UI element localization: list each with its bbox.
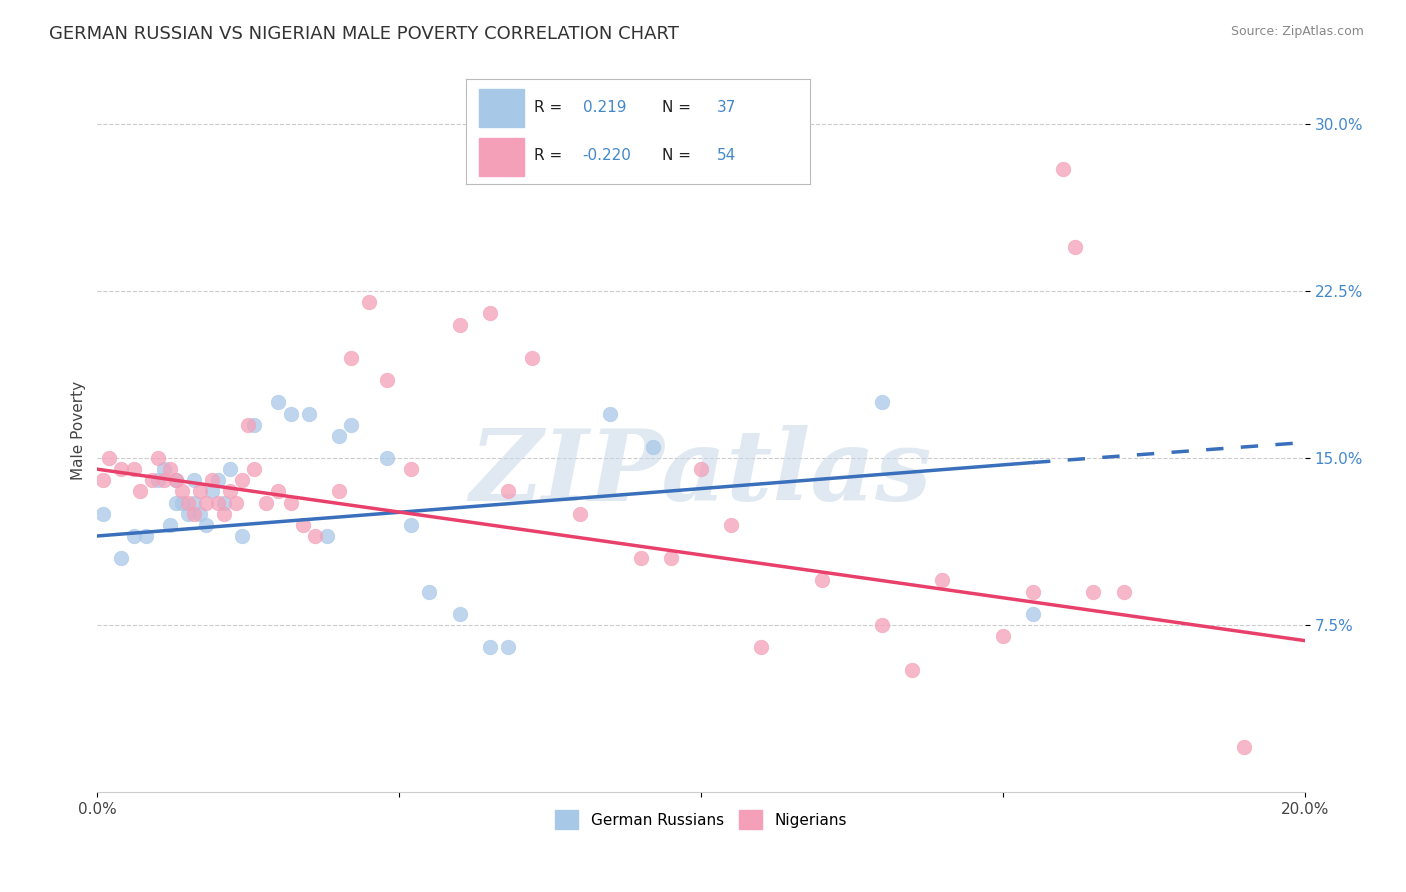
Point <box>641 440 664 454</box>
Point <box>599 407 621 421</box>
Text: GERMAN RUSSIAN VS NIGERIAN MALE POVERTY CORRELATION CHART: GERMAN RUSSIAN VS NIGERIAN MALE POVERTY … <box>49 25 679 43</box>
Point <box>659 551 682 566</box>
Point <box>165 495 187 509</box>
Point <box>159 462 181 476</box>
Point <box>183 473 205 487</box>
Point <box>165 473 187 487</box>
Point <box>170 484 193 499</box>
Point <box>870 395 893 409</box>
Point <box>375 373 398 387</box>
Point <box>720 517 742 532</box>
Point <box>183 507 205 521</box>
Point <box>243 417 266 432</box>
Point <box>177 507 200 521</box>
Point <box>183 495 205 509</box>
Point <box>254 495 277 509</box>
Point <box>1064 239 1087 253</box>
Point <box>328 484 350 499</box>
Point <box>188 507 211 521</box>
Point <box>110 551 132 566</box>
Point <box>201 484 224 499</box>
Point <box>496 640 519 655</box>
Point <box>128 484 150 499</box>
Point <box>207 495 229 509</box>
Point <box>449 607 471 621</box>
Point <box>630 551 652 566</box>
Point <box>141 473 163 487</box>
Point <box>315 529 337 543</box>
Point <box>267 395 290 409</box>
Point <box>122 462 145 476</box>
Point <box>110 462 132 476</box>
Point <box>449 318 471 332</box>
Point <box>170 495 193 509</box>
Point <box>165 473 187 487</box>
Point <box>870 618 893 632</box>
Point <box>219 484 242 499</box>
Point <box>931 574 953 588</box>
Point <box>496 484 519 499</box>
Point <box>399 517 422 532</box>
Point <box>340 417 363 432</box>
Point <box>340 351 363 365</box>
Point <box>146 473 169 487</box>
Point <box>991 629 1014 643</box>
Point <box>1112 584 1135 599</box>
Point <box>298 407 321 421</box>
Point <box>357 295 380 310</box>
Point <box>291 517 314 532</box>
Point <box>399 462 422 476</box>
Point <box>238 417 260 432</box>
Point <box>1083 584 1105 599</box>
Point <box>1233 740 1256 755</box>
Point <box>135 529 157 543</box>
Y-axis label: Male Poverty: Male Poverty <box>72 381 86 480</box>
Point <box>901 663 924 677</box>
Point <box>478 640 501 655</box>
Point <box>146 451 169 466</box>
Point <box>159 517 181 532</box>
Point <box>1022 607 1045 621</box>
Point <box>207 473 229 487</box>
Point <box>267 484 290 499</box>
Point <box>810 574 832 588</box>
Point <box>212 495 235 509</box>
Legend: German Russians, Nigerians: German Russians, Nigerians <box>550 804 852 835</box>
Point <box>1052 161 1074 176</box>
Point <box>375 451 398 466</box>
Point <box>219 462 242 476</box>
Point <box>520 351 543 365</box>
Point <box>478 306 501 320</box>
Point <box>243 462 266 476</box>
Point <box>177 495 200 509</box>
Point <box>328 429 350 443</box>
Point <box>93 507 115 521</box>
Point <box>188 484 211 499</box>
Text: ZIPatlas: ZIPatlas <box>470 425 932 522</box>
Point <box>122 529 145 543</box>
Point <box>690 462 713 476</box>
Point <box>152 473 174 487</box>
Point <box>212 507 235 521</box>
Point <box>195 495 218 509</box>
Point <box>231 529 253 543</box>
Point <box>569 507 592 521</box>
Point <box>225 495 247 509</box>
Point <box>280 495 302 509</box>
Point <box>231 473 253 487</box>
Point <box>98 451 121 466</box>
Point <box>201 473 224 487</box>
Text: Source: ZipAtlas.com: Source: ZipAtlas.com <box>1230 25 1364 38</box>
Point <box>1022 584 1045 599</box>
Point <box>152 462 174 476</box>
Point <box>195 517 218 532</box>
Point <box>93 473 115 487</box>
Point <box>280 407 302 421</box>
Point <box>418 584 440 599</box>
Point <box>304 529 326 543</box>
Point <box>751 640 773 655</box>
